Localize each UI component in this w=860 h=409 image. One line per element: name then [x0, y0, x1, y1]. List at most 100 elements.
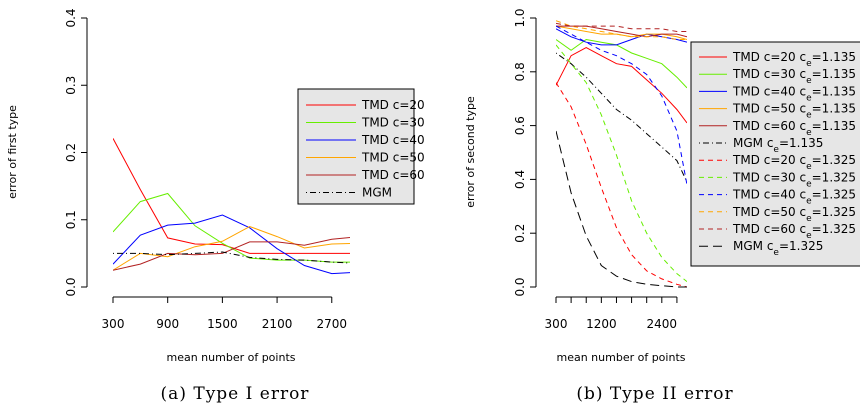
- legend-label: MGM: [362, 186, 392, 200]
- legend-label: TMD c=40: [361, 133, 425, 147]
- series-line-6: [556, 52, 687, 183]
- legend-label: TMD c=60: [361, 168, 425, 182]
- x-axis-label: mean number of points: [556, 351, 685, 364]
- x-tick-label: 300: [545, 317, 568, 331]
- legend-label-suffix: =1.135: [812, 84, 856, 98]
- legend-label-name: TMD c=30 c: [732, 67, 806, 81]
- series-line-3: [113, 214, 350, 275]
- y-axis-label: error of second type: [464, 96, 477, 208]
- legend-label-subscript: e: [806, 214, 812, 224]
- series-lines: [113, 138, 350, 275]
- chart-type-one-error: 0.0 0.1 0.2 0.3 0.4 300 900 1500 2100 2700 error o…: [6, 8, 425, 364]
- series-line-2: [113, 192, 350, 263]
- y-tick-label: 0.0: [64, 277, 78, 296]
- y-tick-label: 1.0: [513, 8, 527, 27]
- legend-label: TMD c=40 ce=1.325: [732, 188, 856, 207]
- x-tick-label: 1500: [207, 317, 238, 331]
- legend-label: TMD c=30: [361, 116, 425, 130]
- x-tick-label: 2100: [262, 317, 293, 331]
- legend-label-suffix: =1.325: [812, 188, 856, 202]
- legend-label-subscript: e: [806, 179, 812, 189]
- series-line-1: [113, 138, 350, 254]
- y-tick-label: 0.0: [513, 277, 527, 296]
- x-tick-label: 900: [156, 317, 179, 331]
- y-tick-label: 0.6: [513, 116, 527, 135]
- legend-label: TMD c=20 ce=1.135: [732, 50, 856, 69]
- legend-label-name: TMD c=60: [361, 168, 425, 182]
- legend-label-subscript: e: [773, 248, 779, 258]
- series-line-1: [556, 47, 687, 124]
- legend-label-subscript: e: [806, 93, 812, 103]
- y-axis-label: error of first type: [6, 105, 19, 199]
- x-tick-label: 2400: [647, 317, 678, 331]
- legend-label-subscript: e: [806, 76, 812, 86]
- x-tick-label: 1200: [586, 317, 617, 331]
- legend-label-suffix: =1.135: [812, 102, 856, 116]
- legend-label: TMD c=20: [361, 98, 425, 112]
- legend-box: [297, 88, 415, 205]
- legend-label-suffix: =1.135: [779, 136, 823, 150]
- legend-label-name: TMD c=20 c: [732, 153, 806, 167]
- legend-label: TMD c=50 ce=1.135: [732, 102, 856, 121]
- legend-label-name: TMD c=60 c: [732, 119, 806, 133]
- legend-label-name: TMD c=20: [361, 98, 425, 112]
- legend-label-name: TMD c=40: [361, 133, 425, 147]
- legend-label-name: TMD c=20 c: [732, 50, 806, 64]
- series-line-3: [556, 28, 687, 46]
- legend-label: TMD c=60 ce=1.325: [732, 222, 856, 241]
- y-tick-label: 0.4: [513, 170, 527, 189]
- legend-label: MGM ce=1.135: [733, 136, 823, 155]
- legend-label-subscript: e: [806, 111, 812, 121]
- y-tick-label: 0.3: [64, 76, 78, 95]
- y-tick-label: 0.2: [64, 143, 78, 162]
- series-line-2: [556, 38, 687, 89]
- legend-label-subscript: e: [806, 128, 812, 138]
- legend-label-name: TMD c=60 c: [732, 222, 806, 236]
- legend-label-suffix: =1.135: [812, 119, 856, 133]
- x-tick-label: 2700: [316, 317, 347, 331]
- legend-label-name: TMD c=40 c: [732, 188, 806, 202]
- legend-label-name: MGM c: [733, 136, 773, 150]
- series-line-11: [556, 22, 687, 32]
- legend-label-suffix: =1.325: [812, 153, 856, 167]
- legend-label-subscript: e: [806, 231, 812, 241]
- y-tick-label: 0.4: [64, 8, 78, 27]
- legend-label: TMD c=30 ce=1.325: [732, 170, 856, 189]
- series-line-4: [556, 25, 687, 40]
- legend-label-suffix: =1.325: [812, 170, 856, 184]
- legend-label-name: TMD c=30: [361, 116, 425, 130]
- legend-label-name: TMD c=50: [361, 151, 425, 165]
- y-tick-label: 0.8: [513, 62, 527, 81]
- x-tick-label: 300: [102, 317, 125, 331]
- legend-label-name: TMD c=30 c: [732, 170, 806, 184]
- legend-label: TMD c=50: [361, 151, 425, 165]
- legend-label: TMD c=20 ce=1.325: [732, 153, 856, 172]
- series-line-4: [113, 225, 350, 271]
- x-axis-label: mean number of points: [166, 351, 295, 364]
- legend-label-subscript: e: [773, 145, 779, 155]
- legend-label-subscript: e: [806, 59, 812, 69]
- legend-label-name: TMD c=50 c: [732, 205, 806, 219]
- legend-label: TMD c=40 ce=1.135: [732, 84, 856, 103]
- legend-label-suffix: =1.135: [812, 67, 856, 81]
- caption-type-two-error: (b) Type II error: [576, 384, 733, 404]
- legend-label-name: MGM: [362, 186, 392, 200]
- legend-label-subscript: e: [806, 162, 812, 172]
- legend-label-suffix: =1.325: [779, 239, 823, 253]
- legend-label: TMD c=50 ce=1.325: [732, 205, 856, 224]
- legend-label-subscript: e: [806, 197, 812, 207]
- legend-label: MGM ce=1.325: [733, 239, 823, 258]
- series-line-5: [113, 236, 350, 271]
- caption-type-one-error: (a) Type I error: [161, 384, 310, 404]
- series-line-9: [556, 25, 687, 185]
- legend-label-name: MGM c: [733, 239, 773, 253]
- series-lines: [556, 20, 687, 288]
- legend-label-name: TMD c=40 c: [732, 84, 806, 98]
- legend-label: TMD c=60 ce=1.135: [732, 119, 856, 138]
- legend-label-suffix: =1.325: [812, 222, 856, 236]
- series-line-7: [556, 82, 687, 288]
- chart-type-two-error: 0.0 0.2 0.4 0.6 0.8 1.0 300 1200 2400 error of se…: [464, 8, 860, 364]
- legend: TMD c=20 TMD c=30 TMD c=40 TMD c=50 TMD c=60…: [297, 88, 425, 205]
